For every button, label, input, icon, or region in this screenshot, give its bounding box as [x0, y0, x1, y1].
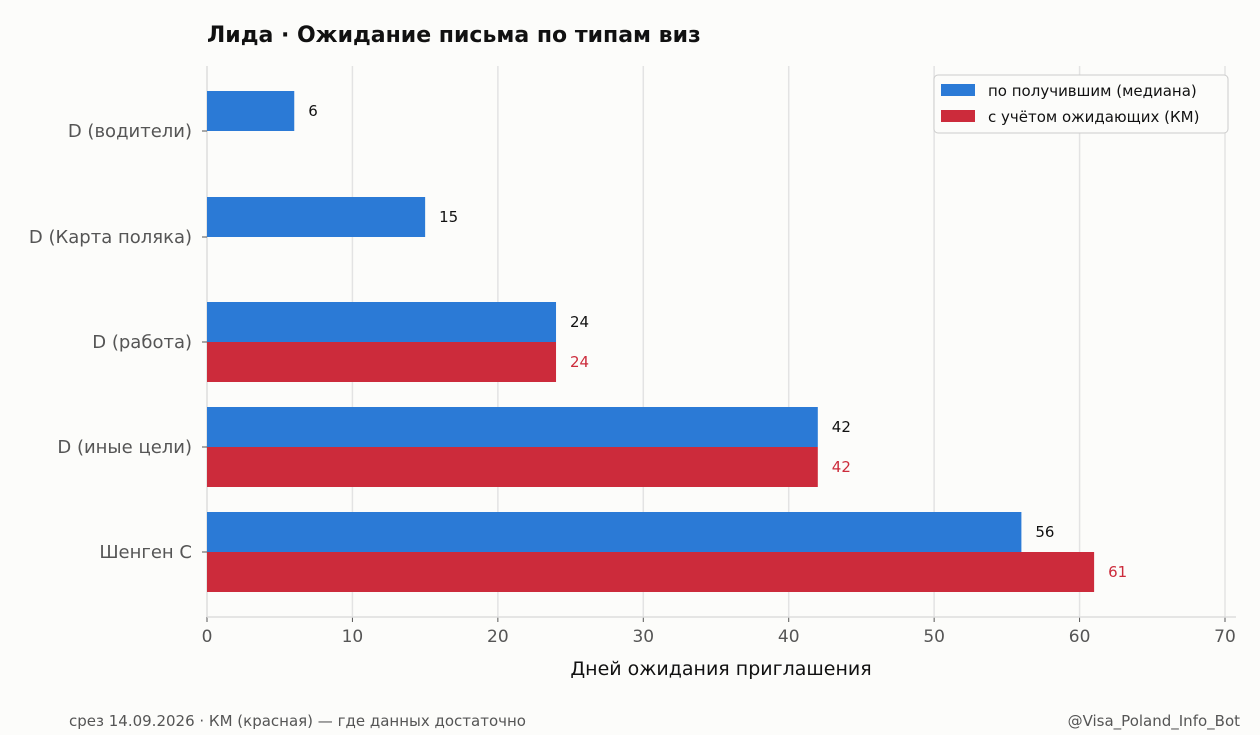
x-tick-labels: 0 10 20 30 40 50 60 70 [202, 627, 1236, 647]
x-tick-label: 30 [632, 627, 654, 647]
x-tick-label: 0 [202, 627, 213, 647]
bar-km [207, 342, 557, 382]
bar-label-km: 61 [1108, 563, 1127, 581]
legend-box [933, 74, 1229, 134]
bar-label-median: 42 [832, 418, 851, 436]
bar-km [207, 552, 1095, 592]
category-label: D (водители) [68, 121, 192, 142]
bar-median [207, 91, 295, 131]
bar-label-median: 15 [439, 208, 458, 226]
bar-label-median: 6 [308, 102, 318, 120]
category-labels: D (водители) D (Карта поляка) D (работа) D … [29, 121, 192, 563]
bar-km [207, 447, 818, 487]
bar-median [207, 512, 1022, 552]
category-label: D (иные цели) [57, 437, 192, 458]
x-axis-label: Дней ожидания приглашения [570, 658, 871, 680]
bar-median [207, 407, 818, 447]
category-label: Шенген C [99, 542, 192, 563]
category-label: D (Карта поляка) [29, 227, 192, 248]
x-tick-label: 10 [342, 627, 364, 647]
bar-label-km: 42 [832, 458, 851, 476]
legend-label-median: по получившим (медиана) [988, 82, 1197, 100]
x-tick-label: 50 [923, 627, 945, 647]
footer-note: срез 14.09.2026 · КМ (красная) — где дан… [69, 712, 526, 730]
bar-label-median: 56 [1035, 523, 1054, 541]
x-tick-label: 60 [1069, 627, 1091, 647]
x-tick-label: 40 [778, 627, 800, 647]
bars [207, 91, 1095, 592]
footer-credit: @Visa_Poland_Info_Bot [1068, 712, 1241, 731]
chart-title: Лида · Ожидание письма по типам виз [207, 23, 701, 48]
legend-label-km: с учётом ожидающих (КМ) [988, 108, 1199, 126]
bar-median [207, 197, 426, 237]
bar-label-median: 24 [570, 313, 589, 331]
legend: по получившим (медиана) с учётом ожидающ… [933, 74, 1229, 134]
legend-swatch-median [941, 84, 975, 96]
value-labels: 6 15 24 24 42 42 56 61 [308, 102, 1127, 581]
x-tick-label: 70 [1214, 627, 1236, 647]
legend-swatch-km [941, 110, 975, 122]
bar-median [207, 302, 557, 342]
bar-label-km: 24 [570, 353, 589, 371]
x-tick-label: 20 [487, 627, 509, 647]
grid [351, 66, 1226, 617]
category-label: D (работа) [92, 332, 192, 353]
